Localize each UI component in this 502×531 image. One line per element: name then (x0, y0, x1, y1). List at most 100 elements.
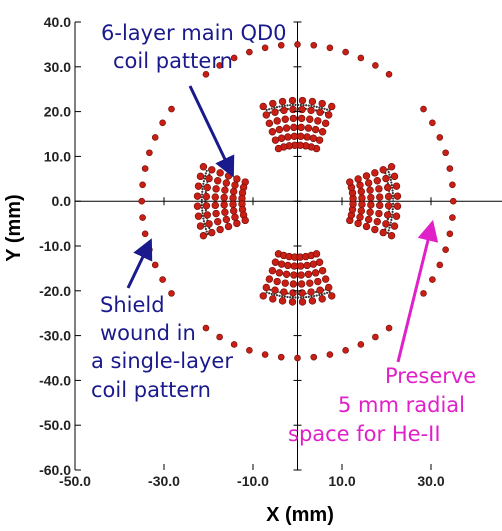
inner-ring-dot (386, 231, 389, 234)
inner-ring-dot (268, 108, 271, 111)
main-coil-strand (288, 96, 297, 105)
inner-ring-dot (281, 105, 284, 108)
main-coil-strand (280, 288, 288, 296)
main-coil-strand (325, 111, 333, 119)
main-coil-strand (392, 182, 401, 190)
main-coil-strand (354, 175, 362, 183)
main-coil-strand (297, 262, 305, 270)
main-coil-strand (229, 200, 237, 209)
inner-ring-dot (201, 214, 205, 218)
main-coil-strand (229, 207, 238, 215)
shield-strand (168, 290, 175, 297)
shield-strand (436, 261, 444, 269)
main-coil-strand (277, 134, 286, 142)
main-coil-strand (297, 114, 306, 123)
shield-strand (141, 230, 149, 238)
inner-ring-dot (391, 192, 394, 195)
inner-ring-dot (302, 103, 305, 107)
inner-ring-dot (386, 168, 389, 171)
annotation-he-space-line1: Preserve (385, 364, 476, 388)
main-coil-strand (321, 275, 330, 283)
inner-ring-dot (320, 293, 324, 296)
inner-ring-dot (201, 209, 204, 212)
shield-strand (372, 62, 379, 69)
inner-ring-dot (200, 198, 203, 201)
main-coil-strand (211, 201, 219, 210)
shield-strand (202, 71, 210, 78)
main-coil-strand (392, 212, 401, 220)
x-tick-label: -30.0 (148, 473, 180, 489)
main-coil-strand (284, 261, 292, 270)
shield-strand (357, 341, 365, 348)
main-coil-strand (288, 298, 297, 306)
inner-ring-dot (205, 230, 208, 233)
inner-ring-dot (202, 180, 206, 183)
main-coil-strand (373, 217, 381, 226)
main-coil-strand (357, 187, 366, 196)
y-tick-label: -60.0 (39, 462, 71, 478)
main-coil-strand (211, 193, 219, 201)
y-tick-label: -10.0 (39, 238, 71, 254)
inner-ring-dot (328, 109, 331, 112)
inner-ring-dot (313, 294, 316, 298)
main-coil-strand (318, 99, 326, 108)
shield-strand (436, 134, 444, 141)
inner-ring-dot (318, 293, 321, 297)
main-coil-strand (273, 117, 281, 125)
inner-ring-dot (202, 220, 206, 223)
main-coil-strand (275, 269, 284, 277)
inner-ring-dot (269, 111, 272, 114)
main-coil-strand (194, 182, 203, 190)
x-tick-label: 10.0 (328, 473, 355, 489)
shield-strand (442, 149, 449, 157)
shield-strand (372, 333, 379, 341)
main-coil-strand (390, 172, 399, 181)
main-coil-strand (366, 208, 374, 216)
inner-ring-dot (307, 104, 310, 107)
annotation-main-coil-line1: 6-layer main QD0 (101, 21, 287, 45)
main-coil-strand (314, 117, 322, 125)
main-coil-strand (312, 250, 321, 258)
main-coil-strand (315, 258, 324, 266)
main-coil-strand (282, 124, 291, 132)
main-coil-strand (356, 213, 364, 221)
inner-ring-dot (325, 108, 329, 111)
inner-ring-dot (281, 295, 284, 298)
main-coil-strand (290, 271, 298, 279)
shield-strand (429, 119, 436, 127)
shield-strand (277, 41, 285, 49)
shield-strand (202, 324, 210, 332)
main-coil-strand (199, 231, 208, 240)
inner-ring-dot (205, 169, 208, 172)
main-coil-strand (390, 222, 399, 230)
main-coil-strand (290, 262, 298, 270)
inner-ring-dot (392, 200, 395, 203)
main-coil-strand (282, 270, 291, 278)
shield-strand (141, 165, 149, 172)
main-coil-strand (362, 172, 371, 180)
main-coil-strand (274, 144, 283, 153)
inner-ring-dot (269, 288, 272, 291)
inner-ring-dot (289, 104, 292, 107)
main-coil-strand (393, 192, 402, 200)
inner-ring-dot (204, 172, 208, 175)
main-coil-strand (271, 108, 279, 116)
main-coil-blocks (193, 96, 402, 306)
inner-ring-dot (275, 294, 279, 297)
inner-ring-dot (310, 104, 313, 108)
main-coil-strand (278, 97, 287, 106)
main-coil-strand (325, 283, 333, 292)
inner-ring-dot (391, 208, 394, 211)
inner-ring-dot (289, 296, 292, 299)
main-coil-strand (275, 125, 284, 134)
inner-ring-dot (299, 103, 302, 107)
main-coil-strand (281, 115, 289, 123)
main-coil-strand (366, 186, 374, 194)
main-coil-strand (202, 202, 211, 210)
inner-ring-dot (200, 201, 203, 204)
annotation-shield-line3: a single-layer (91, 349, 233, 373)
shield-strand (294, 354, 301, 362)
main-coil-strand (216, 169, 224, 177)
main-coil-strand (321, 119, 330, 128)
